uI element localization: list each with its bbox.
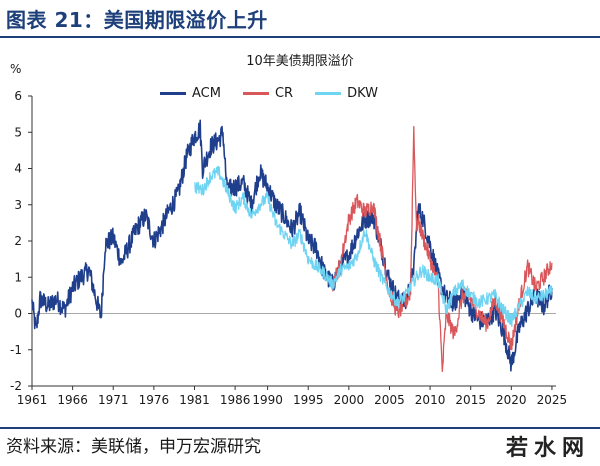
x-tick-label: 1990 [252, 393, 283, 407]
y-tick-label: 0 [14, 307, 22, 321]
x-tick-label: 1981 [179, 393, 210, 407]
watermark: 若水网 [505, 436, 590, 461]
x-tick-label: 1961 [17, 393, 48, 407]
legend-swatch-dkw [315, 92, 342, 95]
y-tick-label: 1 [14, 270, 22, 284]
x-tick-label: 2015 [455, 393, 486, 407]
chart-title: 10年美债期限溢价 [246, 54, 354, 69]
legend-item-acm: ACM [160, 86, 221, 101]
legend-item-cr: CR [242, 86, 294, 101]
legend-item-dkw: DKW [315, 86, 378, 101]
x-tick-label: 1986 [220, 393, 251, 407]
x-tick-label: 2020 [496, 393, 527, 407]
x-tick-label: 1971 [98, 393, 129, 407]
y-tick-label: 4 [14, 162, 22, 176]
x-tick-label: 2000 [334, 393, 365, 407]
y-tick-label: 6 [14, 89, 22, 103]
series-line-acm [31, 119, 553, 372]
y-tick-label: -2 [10, 379, 22, 393]
footer-rule [0, 427, 600, 429]
y-axis-unit-label: % [10, 62, 22, 76]
x-tick-label: 1966 [57, 393, 88, 407]
x-tick-label: 2025 [537, 393, 568, 407]
x-tick-label: 2005 [374, 393, 405, 407]
title-rule [0, 36, 600, 38]
figure-title: 图表 21：美国期限溢价上升 [6, 8, 268, 32]
x-tick-label: 1976 [139, 393, 170, 407]
y-tick-label: -1 [10, 343, 22, 357]
chart-legend: ACM CR DKW [160, 86, 378, 101]
y-tick-label: 5 [14, 125, 22, 139]
legend-swatch-acm [160, 92, 186, 95]
x-tick-label: 2010 [415, 393, 446, 407]
legend-swatch-cr [242, 92, 269, 95]
y-tick-label: 3 [14, 198, 22, 212]
series-line-cr [331, 126, 553, 373]
source-note: 资料来源：美联储，申万宏源研究 [6, 437, 261, 457]
legend-label-dkw: DKW [347, 86, 379, 101]
series-line-dkw [194, 165, 553, 327]
legend-label-cr: CR [274, 86, 294, 101]
x-tick-label: 1995 [293, 393, 324, 407]
legend-label-acm: ACM [192, 86, 221, 101]
y-tick-label: 2 [14, 234, 22, 248]
